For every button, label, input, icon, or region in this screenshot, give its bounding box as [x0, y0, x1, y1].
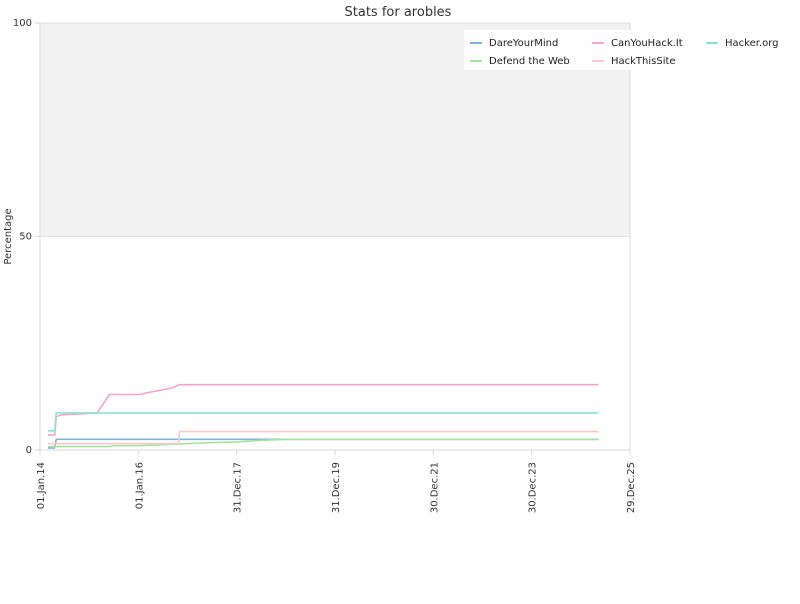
- x-tick-label: 01.Jan.14: [36, 462, 47, 509]
- x-tick-label: 30.Dec.23: [528, 462, 539, 513]
- y-axis-label: Percentage: [3, 208, 14, 264]
- x-tick-label: 29.Dec.25: [626, 462, 637, 513]
- series-line-hacker-org: [47, 412, 599, 432]
- legend-label-canyouhack-it: CanYouHack.It: [611, 38, 683, 49]
- legend-label-hacker-org: Hacker.org: [725, 38, 779, 49]
- y-tick-label: 0: [26, 445, 32, 456]
- y-tick-label: 100: [13, 18, 32, 29]
- legend: DareYourMind Defend the Web CanYouHack.It H…: [464, 30, 800, 70]
- legend-box: [464, 30, 800, 70]
- y-tick-label: 50: [19, 232, 32, 243]
- series-line-defend-the-web: [47, 438, 599, 448]
- x-tick-label: 31.Dec.19: [331, 462, 342, 513]
- legend-label-defend-the-web: Defend the Web: [489, 56, 570, 67]
- legend-label-dareyourmind: DareYourMind: [489, 38, 558, 49]
- chart-title: Stats for arobles: [345, 5, 452, 20]
- x-tick-label: 31.Dec.17: [233, 462, 244, 513]
- x-tick-label: 30.Dec.21: [429, 462, 440, 513]
- x-tick-label: 01.Jan.16: [134, 462, 145, 509]
- series-line-hackthissite: [47, 430, 599, 445]
- legend-label-hackthissite: HackThisSite: [611, 56, 676, 67]
